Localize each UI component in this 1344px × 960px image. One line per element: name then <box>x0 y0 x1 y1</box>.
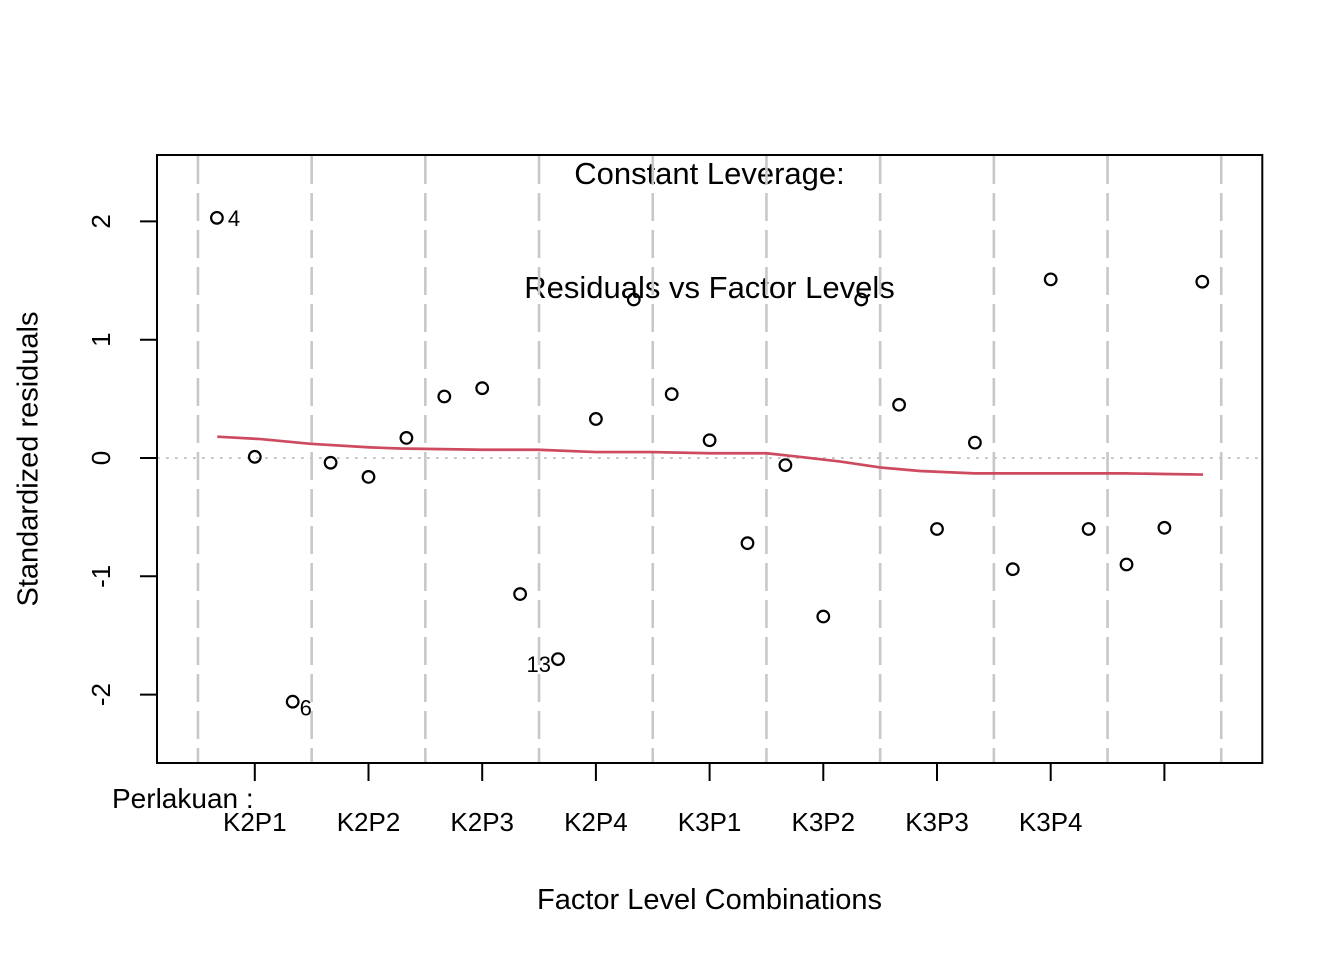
data-point <box>1157 520 1172 535</box>
x-tick-label: K3P2 <box>791 807 855 837</box>
data-point <box>740 536 755 551</box>
data-point <box>968 435 982 450</box>
data-point <box>778 458 793 472</box>
chart-title-line1: Constant Leverage: <box>574 156 845 191</box>
x-tick-label: K2P2 <box>337 807 401 837</box>
data-point <box>664 387 679 402</box>
data-point <box>1119 557 1134 572</box>
x-tick-label: K3P4 <box>1019 807 1083 837</box>
data-point <box>361 470 376 484</box>
data-point <box>399 430 414 445</box>
x-tick-label: K2P3 <box>450 807 514 837</box>
data-point <box>285 694 300 709</box>
x-tick-label: K3P3 <box>905 807 969 837</box>
data-point <box>247 449 262 464</box>
data-point <box>323 455 338 470</box>
y-tick-label: -2 <box>86 683 116 706</box>
data-point <box>437 389 452 404</box>
x-axis-label: Factor Level Combinations <box>537 884 882 916</box>
y-axis-label: Standardized residuals <box>12 311 45 607</box>
data-point <box>1043 272 1058 287</box>
y-tick-label: 2 <box>86 214 116 228</box>
y-tick-label: 1 <box>86 332 116 346</box>
x-tick-label: K3P1 <box>678 807 742 837</box>
data-point <box>513 587 527 601</box>
y-tick-label: 0 <box>86 451 116 465</box>
data-point <box>702 433 717 448</box>
data-point <box>209 210 224 225</box>
factor-axis-name: Perlakuan : <box>112 783 254 814</box>
point-label: 4 <box>228 206 240 231</box>
data-point <box>551 652 565 667</box>
plot-border <box>156 154 1264 764</box>
data-point <box>892 397 906 412</box>
data-point <box>1081 522 1096 536</box>
data-point <box>589 412 603 426</box>
smooth-trend-line <box>217 435 1204 476</box>
data-point <box>1195 274 1210 289</box>
point-label: 13 <box>527 652 551 677</box>
data-point <box>854 292 869 307</box>
data-point <box>626 292 641 307</box>
point-label: 6 <box>300 696 312 721</box>
x-tick-label: K2P1 <box>223 807 287 837</box>
data-point <box>1005 562 1020 577</box>
data-point <box>930 522 944 536</box>
x-tick-label: K2P4 <box>564 807 628 837</box>
data-point <box>816 609 831 624</box>
y-tick-label: -1 <box>86 565 116 588</box>
data-point <box>475 381 490 396</box>
